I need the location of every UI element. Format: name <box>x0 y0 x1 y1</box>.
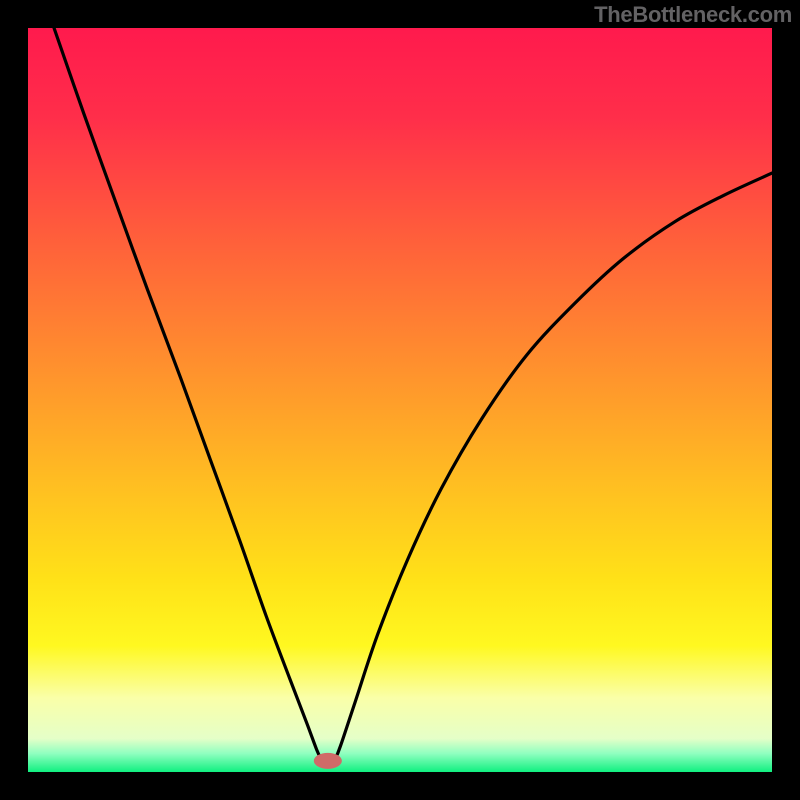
chart-svg <box>0 0 800 800</box>
watermark-text: TheBottleneck.com <box>594 2 792 28</box>
chart-background <box>28 28 772 772</box>
bottleneck-chart: TheBottleneck.com <box>0 0 800 800</box>
min-point-marker <box>314 753 342 769</box>
